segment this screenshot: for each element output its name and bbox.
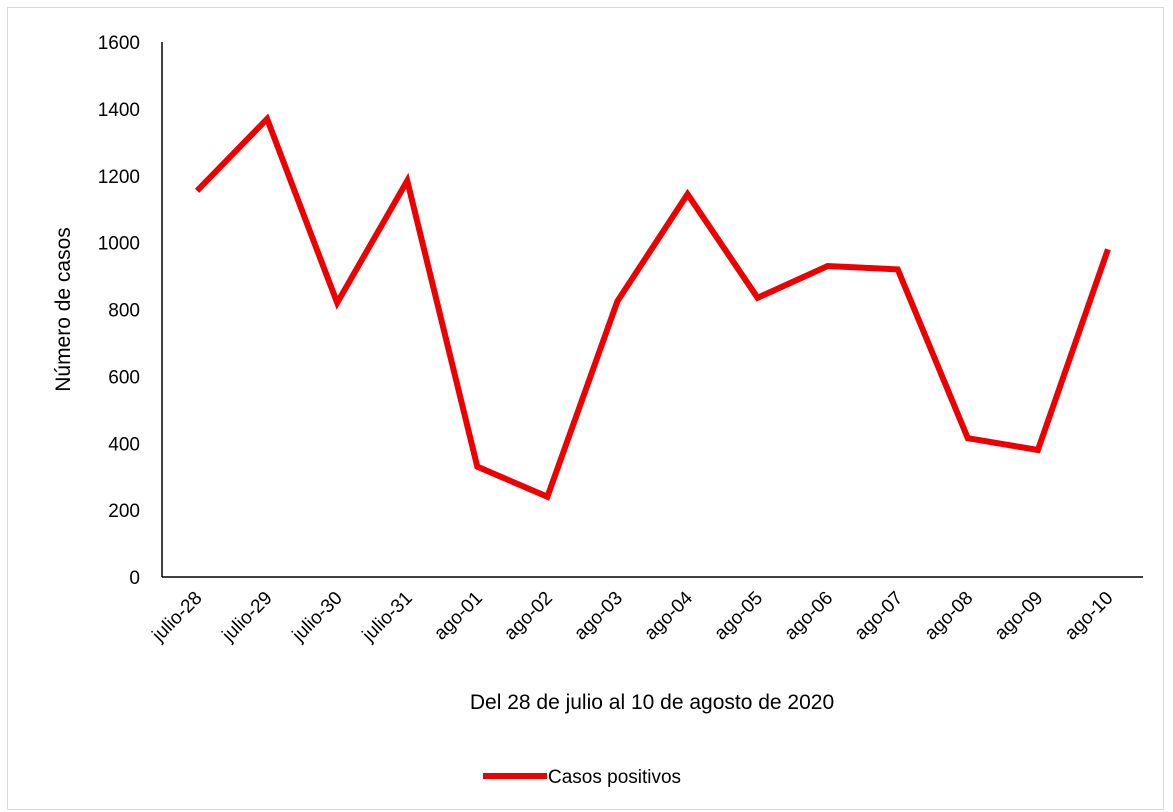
x-tick-label: julio-29 <box>218 588 277 647</box>
data-point <box>404 178 410 184</box>
series-line <box>194 113 1111 501</box>
y-tick-label: 1000 <box>98 234 140 255</box>
y-tick-label: 400 <box>108 434 140 455</box>
y-tick-label: 600 <box>108 367 140 388</box>
data-point <box>474 464 480 470</box>
y-tick-label: 1400 <box>98 100 140 121</box>
x-axis: julio-28 julio-29 julio-30 julio-31 ago-01 ag… <box>148 576 1143 647</box>
data-point <box>825 263 831 269</box>
x-tick-label: ago-04 <box>640 587 697 644</box>
legend: Casos positivos <box>483 767 681 788</box>
x-tick-label: ago-10 <box>1061 588 1118 645</box>
series-layer <box>194 113 1111 501</box>
x-tick-label: ago-07 <box>851 588 908 645</box>
y-tick-label: 1200 <box>98 167 140 188</box>
data-point <box>895 266 901 272</box>
data-point <box>755 295 761 301</box>
data-point <box>1035 447 1041 453</box>
data-point <box>965 435 971 441</box>
x-tick-label: julio-28 <box>148 588 207 647</box>
data-point <box>334 300 340 306</box>
data-point <box>685 191 691 197</box>
x-tick-label: ago-08 <box>921 588 978 645</box>
chart-frame <box>7 7 1164 810</box>
data-point <box>264 116 270 122</box>
y-tick-label: 1600 <box>98 33 140 54</box>
x-tick-label: ago-09 <box>991 588 1048 645</box>
legend-label: Casos positivos <box>548 767 681 788</box>
y-tick-label: 800 <box>108 301 140 322</box>
x-tick-label: ago-05 <box>710 588 767 645</box>
data-point <box>614 298 620 304</box>
y-tick-label: 0 <box>129 568 140 589</box>
x-tick-label: ago-06 <box>781 588 838 645</box>
y-tick-label: 200 <box>108 501 140 522</box>
x-tick-label: julio-30 <box>288 588 347 647</box>
y-axis: 0 200 400 600 800 1000 1200 1400 1600 <box>98 33 163 589</box>
x-tick-label: julio-31 <box>358 588 417 647</box>
x-tick-label: ago-03 <box>570 588 627 645</box>
data-point <box>1105 246 1111 252</box>
x-tick-label: ago-01 <box>430 588 487 645</box>
x-tick-label: ago-02 <box>500 588 557 645</box>
x-axis-label: Del 28 de julio al 10 de agosto de 2020 <box>470 691 834 714</box>
data-point <box>544 494 550 500</box>
data-point <box>194 188 200 194</box>
y-axis-label: Número de casos <box>52 227 75 392</box>
